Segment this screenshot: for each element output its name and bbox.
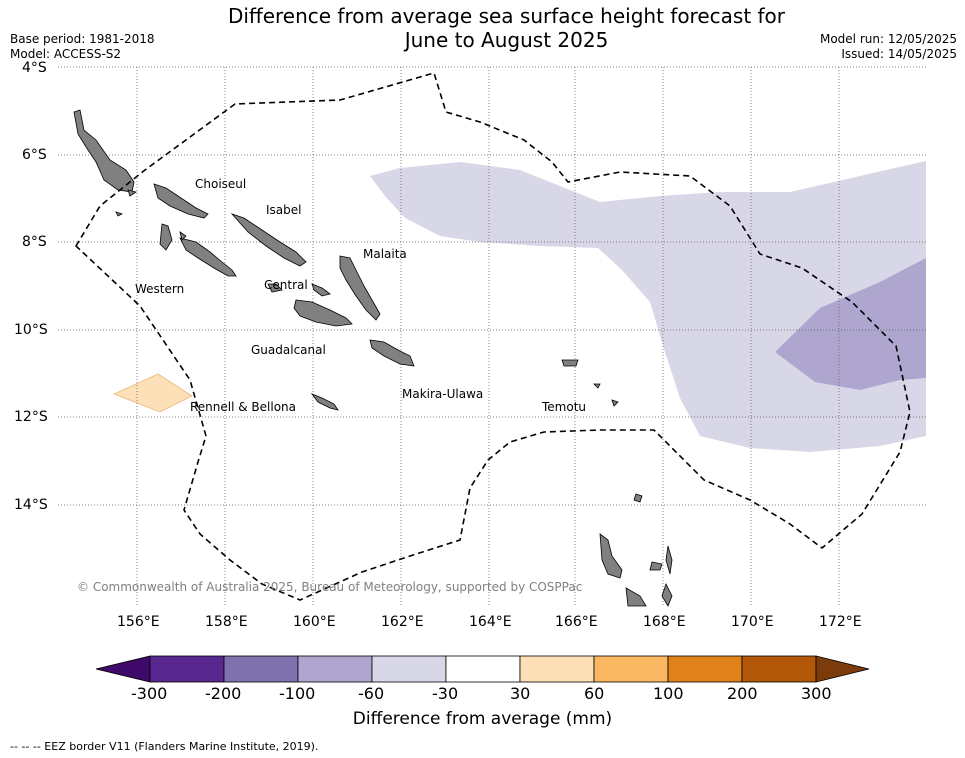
place-label-guadalcanal: Guadalcanal bbox=[251, 343, 326, 357]
lon-label-162e: 162°E bbox=[381, 614, 424, 630]
copyright-note: © Commonwealth of Australia 2025, Bureau… bbox=[77, 580, 583, 594]
colorbar-tick: -300 bbox=[131, 684, 168, 703]
colorbar-segment bbox=[371, 655, 447, 683]
lon-label-166e: 166°E bbox=[555, 614, 598, 630]
lon-label-168e: 168°E bbox=[643, 614, 686, 630]
malaita-island bbox=[339, 255, 381, 321]
lon-label-172e: 172°E bbox=[819, 614, 862, 630]
new-georgia-island bbox=[179, 237, 237, 277]
colorbar-extend-low bbox=[95, 655, 151, 683]
place-label-makira-ulawa: Makira-Ulawa bbox=[402, 387, 484, 401]
eez-legend-note: -- -- -- EEZ border V11 (Flanders Marine… bbox=[10, 740, 319, 753]
colorbar-tick: 100 bbox=[653, 684, 684, 703]
small-island-f bbox=[127, 189, 137, 197]
small-island-b bbox=[611, 399, 619, 407]
small-island-e bbox=[179, 231, 187, 241]
lon-label-160e: 160°E bbox=[293, 614, 336, 630]
bougainville-island bbox=[73, 109, 135, 193]
nggela-island bbox=[311, 283, 331, 297]
maewo-island bbox=[665, 545, 673, 575]
anomaly-region-medium bbox=[775, 258, 926, 390]
colorbar-segment bbox=[297, 655, 373, 683]
colorbar-tick: 60 bbox=[584, 684, 605, 703]
colorbar-tick: -200 bbox=[205, 684, 242, 703]
colorbar bbox=[95, 655, 870, 683]
colorbar-tick: -60 bbox=[358, 684, 385, 703]
model-name: Model: ACCESS-S2 bbox=[10, 47, 122, 61]
lon-label-164e: 164°E bbox=[469, 614, 512, 630]
colorbar-segment bbox=[667, 655, 743, 683]
vanua-lava-island bbox=[599, 533, 623, 579]
colorbar-extend-high bbox=[815, 655, 870, 683]
rennell-island bbox=[310, 393, 339, 411]
title-line-2: June to August 2025 bbox=[404, 28, 609, 52]
colorbar-segment bbox=[223, 655, 299, 683]
choiseul-island bbox=[153, 183, 209, 219]
lat-label-6s: 6°S bbox=[22, 147, 47, 163]
place-label-isabel: Isabel bbox=[266, 203, 302, 217]
place-label-malaita: Malaita bbox=[363, 247, 407, 261]
lat-label-8s: 8°S bbox=[22, 234, 47, 250]
russell-island bbox=[267, 283, 283, 293]
colorbar-tick: 30 bbox=[510, 684, 531, 703]
small-island-c bbox=[593, 383, 601, 389]
colorbar-title: Difference from average (mm) bbox=[352, 709, 613, 729]
colorbar-tick: -30 bbox=[432, 684, 459, 703]
map-title: Difference from average sea surface heig… bbox=[0, 4, 965, 52]
santa-cruz-island bbox=[561, 359, 579, 367]
colorbar-segment bbox=[593, 655, 669, 683]
place-label-central: Central bbox=[264, 278, 308, 292]
place-label-temotu: Temotu bbox=[542, 400, 587, 414]
anomaly-region-positive bbox=[112, 373, 193, 413]
colorbar-tick: -100 bbox=[279, 684, 316, 703]
title-line-1: Difference from average sea surface heig… bbox=[227, 4, 786, 28]
isabel-island bbox=[230, 213, 307, 267]
lat-label-12s: 12°S bbox=[14, 409, 48, 425]
colorbar-segment bbox=[149, 655, 225, 683]
pentecost-fragment bbox=[661, 582, 673, 607]
place-label-choiseul: Choiseul bbox=[195, 177, 247, 191]
base-period: Base period: 1981-2018 bbox=[10, 32, 155, 46]
lat-label-10s: 10°S bbox=[14, 322, 48, 338]
lon-label-158e: 158°E bbox=[205, 614, 248, 630]
eez-border bbox=[74, 72, 911, 601]
colorbar-segment bbox=[519, 655, 595, 683]
issued-date: Issued: 14/05/2025 bbox=[841, 47, 957, 61]
small-island-d bbox=[115, 211, 124, 217]
graticule bbox=[58, 66, 926, 605]
colorbar-tick: 300 bbox=[801, 684, 832, 703]
guadalcanal-island bbox=[293, 299, 353, 327]
colorbar-tick: 200 bbox=[727, 684, 758, 703]
espiritu-santo-fragment bbox=[625, 587, 647, 607]
land-masses bbox=[73, 109, 673, 607]
colorbar-segment bbox=[445, 655, 521, 683]
model-run: Model run: 12/05/2025 bbox=[819, 32, 957, 46]
makira-island bbox=[369, 339, 415, 367]
place-label-rennell-bellona: Rennell & Bellona bbox=[190, 400, 297, 414]
lat-label-14s: 14°S bbox=[14, 497, 48, 513]
lon-label-170e: 170°E bbox=[731, 614, 774, 630]
ambae-island bbox=[649, 561, 663, 571]
anomaly-region-light bbox=[370, 161, 926, 452]
place-label-western: Western bbox=[135, 282, 185, 296]
small-island-a bbox=[633, 493, 643, 503]
lon-label-156e: 156°E bbox=[117, 614, 160, 630]
vella-lavella-island bbox=[159, 223, 173, 251]
colorbar-segment bbox=[741, 655, 817, 683]
lat-label-4s: 4°S bbox=[22, 60, 47, 76]
